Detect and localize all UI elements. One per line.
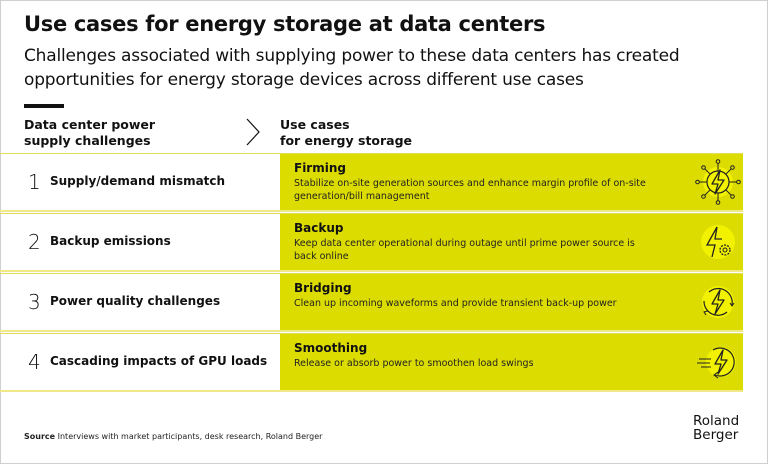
grid-bolt-icon bbox=[695, 159, 741, 205]
challenge-label: Supply/demand mismatch bbox=[50, 174, 226, 188]
source-note: Source Interviews with market participan… bbox=[24, 432, 322, 441]
challenge-label: Cascading impacts of GPU loads bbox=[50, 354, 268, 368]
column-header-challenges: Data center power supply challenges bbox=[24, 117, 155, 149]
use-case-block: Firming Stabilize on-site generation sou… bbox=[280, 154, 743, 210]
column-header-use-cases: Use cases for energy storage bbox=[280, 117, 412, 149]
use-case-description: Stabilize on-site generation sources and… bbox=[294, 178, 646, 202]
use-case-description: Clean up incoming waveforms and provide … bbox=[294, 298, 617, 309]
challenge-label: Power quality challenges bbox=[50, 294, 221, 308]
roland-berger-logo: Roland Berger bbox=[693, 414, 739, 442]
challenge-row: 1 Supply/demand mismatch Firming Stabili… bbox=[0, 153, 743, 212]
bolt-gear-icon bbox=[701, 225, 735, 259]
column-header-line: Use cases bbox=[280, 117, 350, 132]
challenge-row: 3 Power quality challenges Bridging Clea… bbox=[0, 273, 743, 332]
source-text: Interviews with market participants, des… bbox=[57, 432, 323, 441]
column-header-line: Data center power bbox=[24, 117, 156, 132]
title-rule bbox=[24, 104, 64, 108]
use-case-description: Keep data center operational during outa… bbox=[294, 238, 635, 262]
page-subtitle: Challenges associated with supplying pow… bbox=[24, 46, 680, 90]
row-number: 1 bbox=[28, 170, 41, 194]
challenge-row: 4 Cascading impacts of GPU loads Smoothi… bbox=[0, 333, 743, 392]
column-header-line: for energy storage bbox=[280, 133, 413, 148]
challenge-row: 2 Backup emissions Backup Keep data cent… bbox=[0, 213, 743, 272]
row-number: 3 bbox=[28, 290, 41, 314]
challenge-label: Backup emissions bbox=[50, 234, 171, 248]
column-header-line: supply challenges bbox=[24, 133, 151, 148]
chevron-right-icon bbox=[246, 118, 260, 146]
row-number: 2 bbox=[28, 230, 41, 254]
use-case-block: Bridging Clean up incoming waveforms and… bbox=[280, 274, 743, 330]
page-title: Use cases for energy storage at data cen… bbox=[24, 12, 546, 36]
source-label: Source bbox=[24, 432, 56, 441]
use-case-block: Backup Keep data center operational duri… bbox=[280, 214, 743, 270]
logo-line: Roland bbox=[693, 413, 740, 429]
bolt-cycle-icon bbox=[702, 286, 735, 318]
row-number: 4 bbox=[28, 350, 41, 374]
bolt-speed-icon bbox=[697, 347, 736, 379]
use-case-title: Smoothing bbox=[294, 341, 368, 355]
use-case-title: Backup bbox=[294, 221, 344, 235]
logo-line: Berger bbox=[693, 427, 739, 443]
use-case-title: Bridging bbox=[294, 281, 352, 295]
use-case-block: Smoothing Release or absorb power to smo… bbox=[280, 334, 743, 390]
use-case-description: Release or absorb power to smoothen load… bbox=[294, 358, 534, 369]
use-case-title: Firming bbox=[294, 161, 346, 175]
